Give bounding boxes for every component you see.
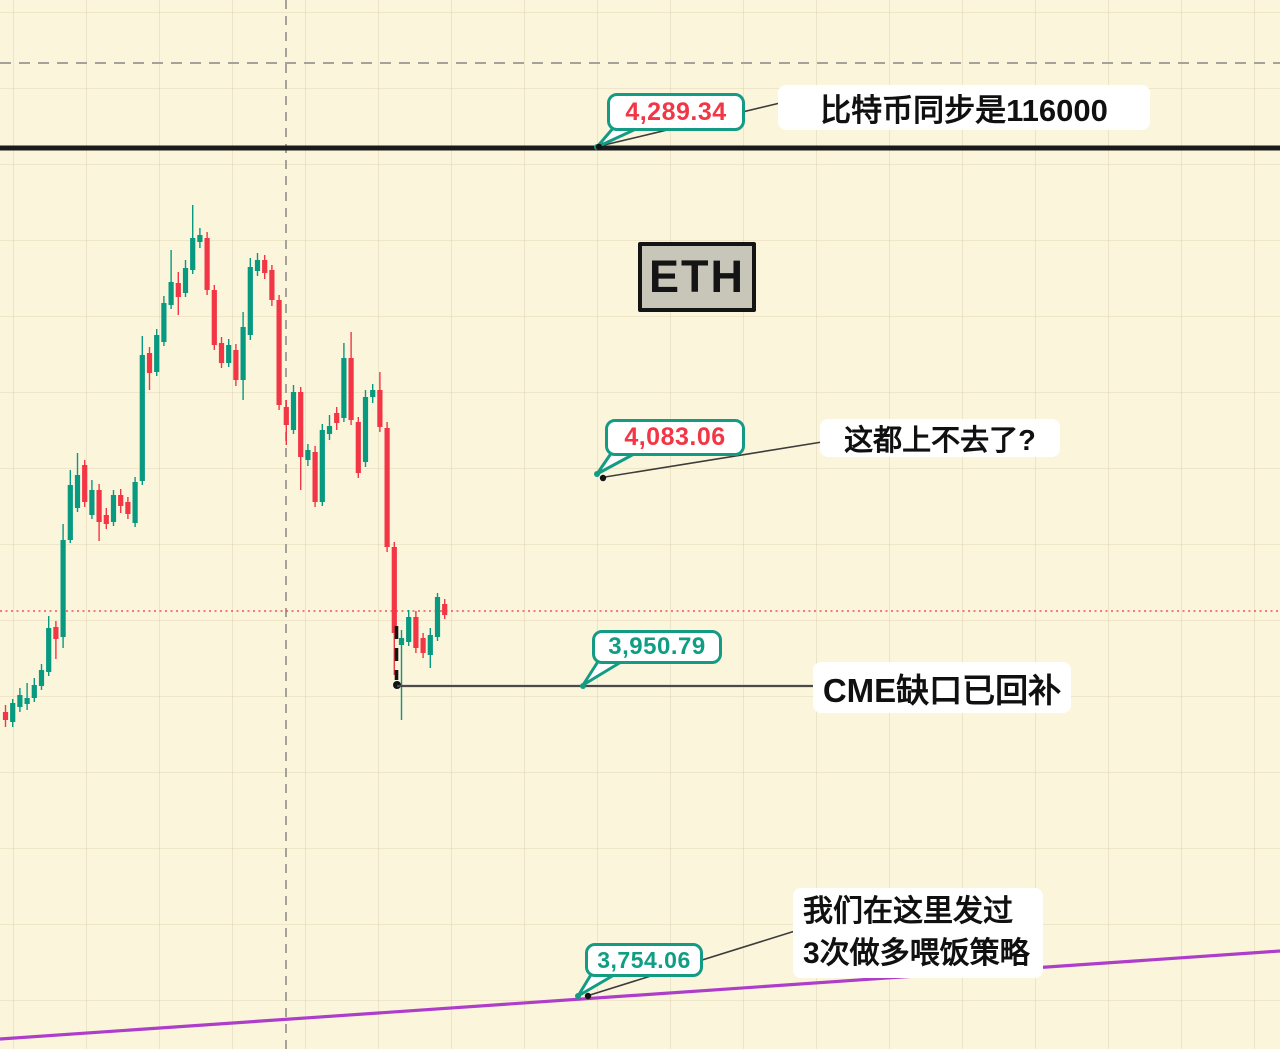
price-callout-4289-value: 4,289.34 [625, 97, 727, 126]
candle [190, 205, 196, 274]
candle [103, 508, 109, 529]
candle [355, 417, 361, 478]
candle [89, 480, 95, 519]
candle [413, 611, 419, 653]
candle [298, 387, 304, 490]
candle [38, 664, 45, 690]
candle [427, 628, 433, 668]
candle [218, 337, 225, 368]
candle [377, 372, 383, 432]
candle [233, 344, 239, 386]
candle [67, 470, 73, 543]
candle [168, 250, 174, 309]
candle [182, 260, 189, 297]
anchor-dot-teal-4 [575, 993, 581, 999]
note-btc-sync-text: 比特币同步是116000 [820, 93, 1108, 128]
candle [247, 258, 253, 340]
candle [132, 477, 138, 527]
candle [53, 621, 59, 659]
candle [31, 678, 37, 702]
candle [442, 599, 448, 619]
note-cme-gap[interactable]: CME缺口已回补 [813, 662, 1071, 713]
price-callout-3950-value: 3,950.79 [608, 633, 706, 660]
candle [154, 329, 160, 376]
candle [211, 285, 217, 350]
price-callout-3950[interactable]: 3,950.79 [592, 630, 722, 664]
candle [312, 446, 318, 507]
candle [406, 610, 412, 646]
connector-line-up [604, 441, 823, 478]
candle [391, 542, 397, 675]
anchor-dot-black-1 [595, 143, 603, 151]
candle [60, 524, 66, 648]
candle [139, 336, 145, 485]
candle [305, 444, 311, 466]
candle [10, 699, 16, 727]
candle [269, 265, 275, 306]
price-callout-3754-value: 3,754.06 [597, 946, 691, 973]
candle [420, 633, 426, 658]
candle [283, 400, 289, 445]
note-cant-go-up-text: 这都上不去了? [844, 425, 1036, 457]
note-cme-gap-text: CME缺口已回补 [822, 671, 1062, 709]
candle [326, 415, 333, 440]
candle [398, 630, 405, 720]
candle [434, 593, 441, 641]
candle [341, 343, 347, 422]
candle [334, 407, 340, 430]
note-long-strategy[interactable]: 我们在这里发过 3次做多喂饭策略 [793, 888, 1043, 978]
candle [110, 490, 117, 526]
support-trendline[interactable] [0, 949, 1280, 1041]
candle [96, 484, 102, 541]
candle [262, 255, 268, 279]
candle [254, 253, 261, 276]
price-callout-3754[interactable]: 3,754.06 [585, 943, 703, 977]
candle [146, 347, 153, 390]
candle [17, 688, 23, 712]
candle [125, 497, 131, 519]
candle [24, 683, 30, 710]
anchor-dot-black-4 [584, 992, 592, 1000]
candle [204, 232, 210, 295]
price-callout-4289[interactable]: 4,289.34 [607, 93, 745, 131]
note-long-strategy-line1: 我们在这里发过 [803, 895, 1013, 928]
anchor-dot-teal-3 [580, 683, 586, 689]
candle [118, 489, 124, 513]
candle [226, 339, 232, 367]
candle [46, 616, 52, 676]
note-cant-go-up[interactable]: 这都上不去了? [820, 419, 1060, 457]
candle [82, 460, 88, 507]
candle [384, 422, 390, 552]
candle [2, 705, 9, 727]
candle [362, 390, 369, 467]
candle [348, 332, 354, 425]
candlestick-series [2, 205, 448, 727]
price-callout-4083[interactable]: 4,083.06 [605, 419, 745, 456]
note-long-strategy-line2: 3次做多喂饭策略 [803, 937, 1030, 970]
anchor-dot-black-2 [599, 474, 607, 482]
candle [240, 312, 246, 400]
anchor-dot-teal-2 [594, 471, 600, 477]
candle [175, 272, 181, 315]
symbol-badge-eth[interactable]: ETH [638, 242, 756, 312]
symbol-badge-eth-label: ETH [649, 251, 745, 302]
candle [276, 295, 282, 410]
candle [74, 453, 81, 512]
candle [290, 385, 297, 434]
candle [197, 228, 203, 248]
candle [319, 424, 325, 506]
candle [370, 384, 376, 403]
candle [161, 296, 167, 346]
note-btc-sync[interactable]: 比特币同步是116000 [778, 85, 1150, 130]
price-callout-4083-value: 4,083.06 [624, 423, 726, 451]
